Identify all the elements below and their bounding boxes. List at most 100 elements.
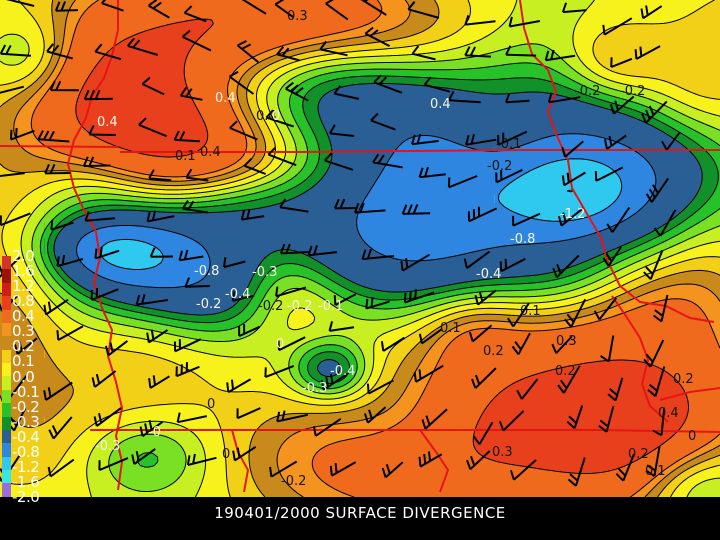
wind-barb	[333, 198, 358, 210]
wind-barb	[606, 206, 631, 233]
state-boundary	[611, 295, 669, 423]
wind-barb	[447, 175, 478, 189]
wind-barb	[183, 5, 207, 23]
wind-barb	[229, 70, 255, 95]
wind-barb	[643, 249, 664, 280]
divergence-colorbar[interactable]	[2, 256, 11, 497]
wind-barb	[511, 332, 531, 355]
wind-barb	[173, 338, 202, 353]
wind-barb	[185, 168, 209, 182]
wind-barb	[48, 416, 73, 440]
wind-barb	[516, 378, 539, 400]
wind-barb	[468, 324, 493, 343]
colorbar-swatch	[2, 389, 11, 404]
state-boundary	[120, 149, 720, 153]
wind-barb	[94, 246, 120, 260]
map-overlay-layer	[0, 0, 720, 493]
contour-line	[53, 82, 703, 378]
wind-barb	[418, 451, 443, 468]
wind-barb	[82, 156, 111, 167]
wind-barb	[0, 85, 25, 94]
wind-barb	[381, 461, 404, 479]
state-boundary	[0, 145, 119, 148]
wind-barb	[267, 146, 297, 167]
wind-barb	[269, 460, 298, 478]
wind-barb	[179, 87, 203, 101]
wind-barb	[6, 0, 35, 7]
wind-barb	[495, 168, 523, 184]
wind-barb	[14, 337, 38, 355]
wind-barb	[561, 2, 587, 14]
wind-barb	[226, 378, 252, 394]
wind-barb	[467, 206, 498, 223]
colorbar-swatch	[2, 269, 11, 283]
wind-barb	[50, 219, 74, 231]
wind-barb	[544, 49, 576, 62]
wind-barb	[423, 76, 451, 93]
colorbar-swatch	[2, 403, 11, 417]
contour-line	[566, 189, 574, 193]
wind-barb	[547, 92, 581, 104]
wind-barb	[47, 458, 75, 478]
wind-barb	[83, 89, 113, 101]
wind-barb	[105, 340, 129, 357]
map-canvas[interactable]: 0.3 0.4 0.4 0.4 0.1 0.4 0 -0.3 -0.2 -0.1 0 0.4 -0.1-…	[0, 0, 720, 497]
wind-barb	[275, 286, 307, 298]
wind-barb	[146, 210, 175, 223]
wind-barb	[88, 125, 117, 136]
wind-barb	[54, 1, 79, 12]
wind-barb	[497, 130, 528, 146]
wind-barb	[148, 169, 172, 182]
wind-barb	[653, 209, 677, 237]
wind-barb	[607, 377, 624, 402]
wind-barb	[131, 448, 156, 465]
wind-barb	[44, 163, 71, 175]
colorbar-swatch	[2, 483, 11, 497]
wind-barb	[229, 120, 258, 141]
wind-barb	[464, 46, 492, 58]
wind-barb	[186, 453, 217, 466]
wind-barb	[0, 44, 32, 57]
wind-barb	[320, 372, 350, 391]
wind-barb	[604, 134, 627, 150]
wind-barb	[421, 408, 448, 430]
wind-barb	[602, 246, 622, 267]
wind-barb	[279, 243, 310, 255]
wind-barb	[507, 302, 530, 328]
wind-barb	[90, 287, 119, 301]
wind-barb	[643, 339, 665, 368]
wind-barb	[471, 367, 497, 389]
wind-barb	[241, 0, 267, 15]
contour-line	[47, 75, 719, 384]
colorbar-swatch	[2, 429, 11, 444]
wind-barb	[400, 253, 431, 272]
wind-barb	[94, 43, 122, 61]
wind-barb	[641, 100, 668, 124]
wind-barb	[472, 421, 494, 445]
wind-barb	[466, 450, 491, 471]
wind-barb	[365, 297, 390, 310]
wind-barb	[418, 327, 443, 345]
wind-barb	[566, 405, 584, 430]
wind-barb	[178, 249, 204, 262]
wind-barb	[448, 91, 481, 104]
wind-barb	[557, 365, 581, 394]
colorbar-swatch	[2, 376, 11, 390]
wind-barb	[274, 0, 294, 19]
wind-barb	[360, 0, 387, 16]
state-boundary	[659, 387, 720, 401]
wind-barb	[329, 124, 355, 137]
wind-barb	[222, 257, 246, 269]
wind-barb	[236, 407, 261, 420]
wind-barb	[645, 445, 661, 477]
wind-barb-layer	[0, 0, 681, 487]
wind-barb	[319, 40, 348, 57]
state-boundary	[519, 0, 715, 323]
wind-barb	[276, 46, 300, 62]
wind-barb	[148, 375, 170, 389]
wind-barb	[49, 80, 79, 92]
contour-line	[39, 62, 720, 468]
wind-barb	[91, 370, 117, 388]
colorbar-swatch	[2, 363, 11, 377]
wind-barb	[609, 95, 635, 115]
